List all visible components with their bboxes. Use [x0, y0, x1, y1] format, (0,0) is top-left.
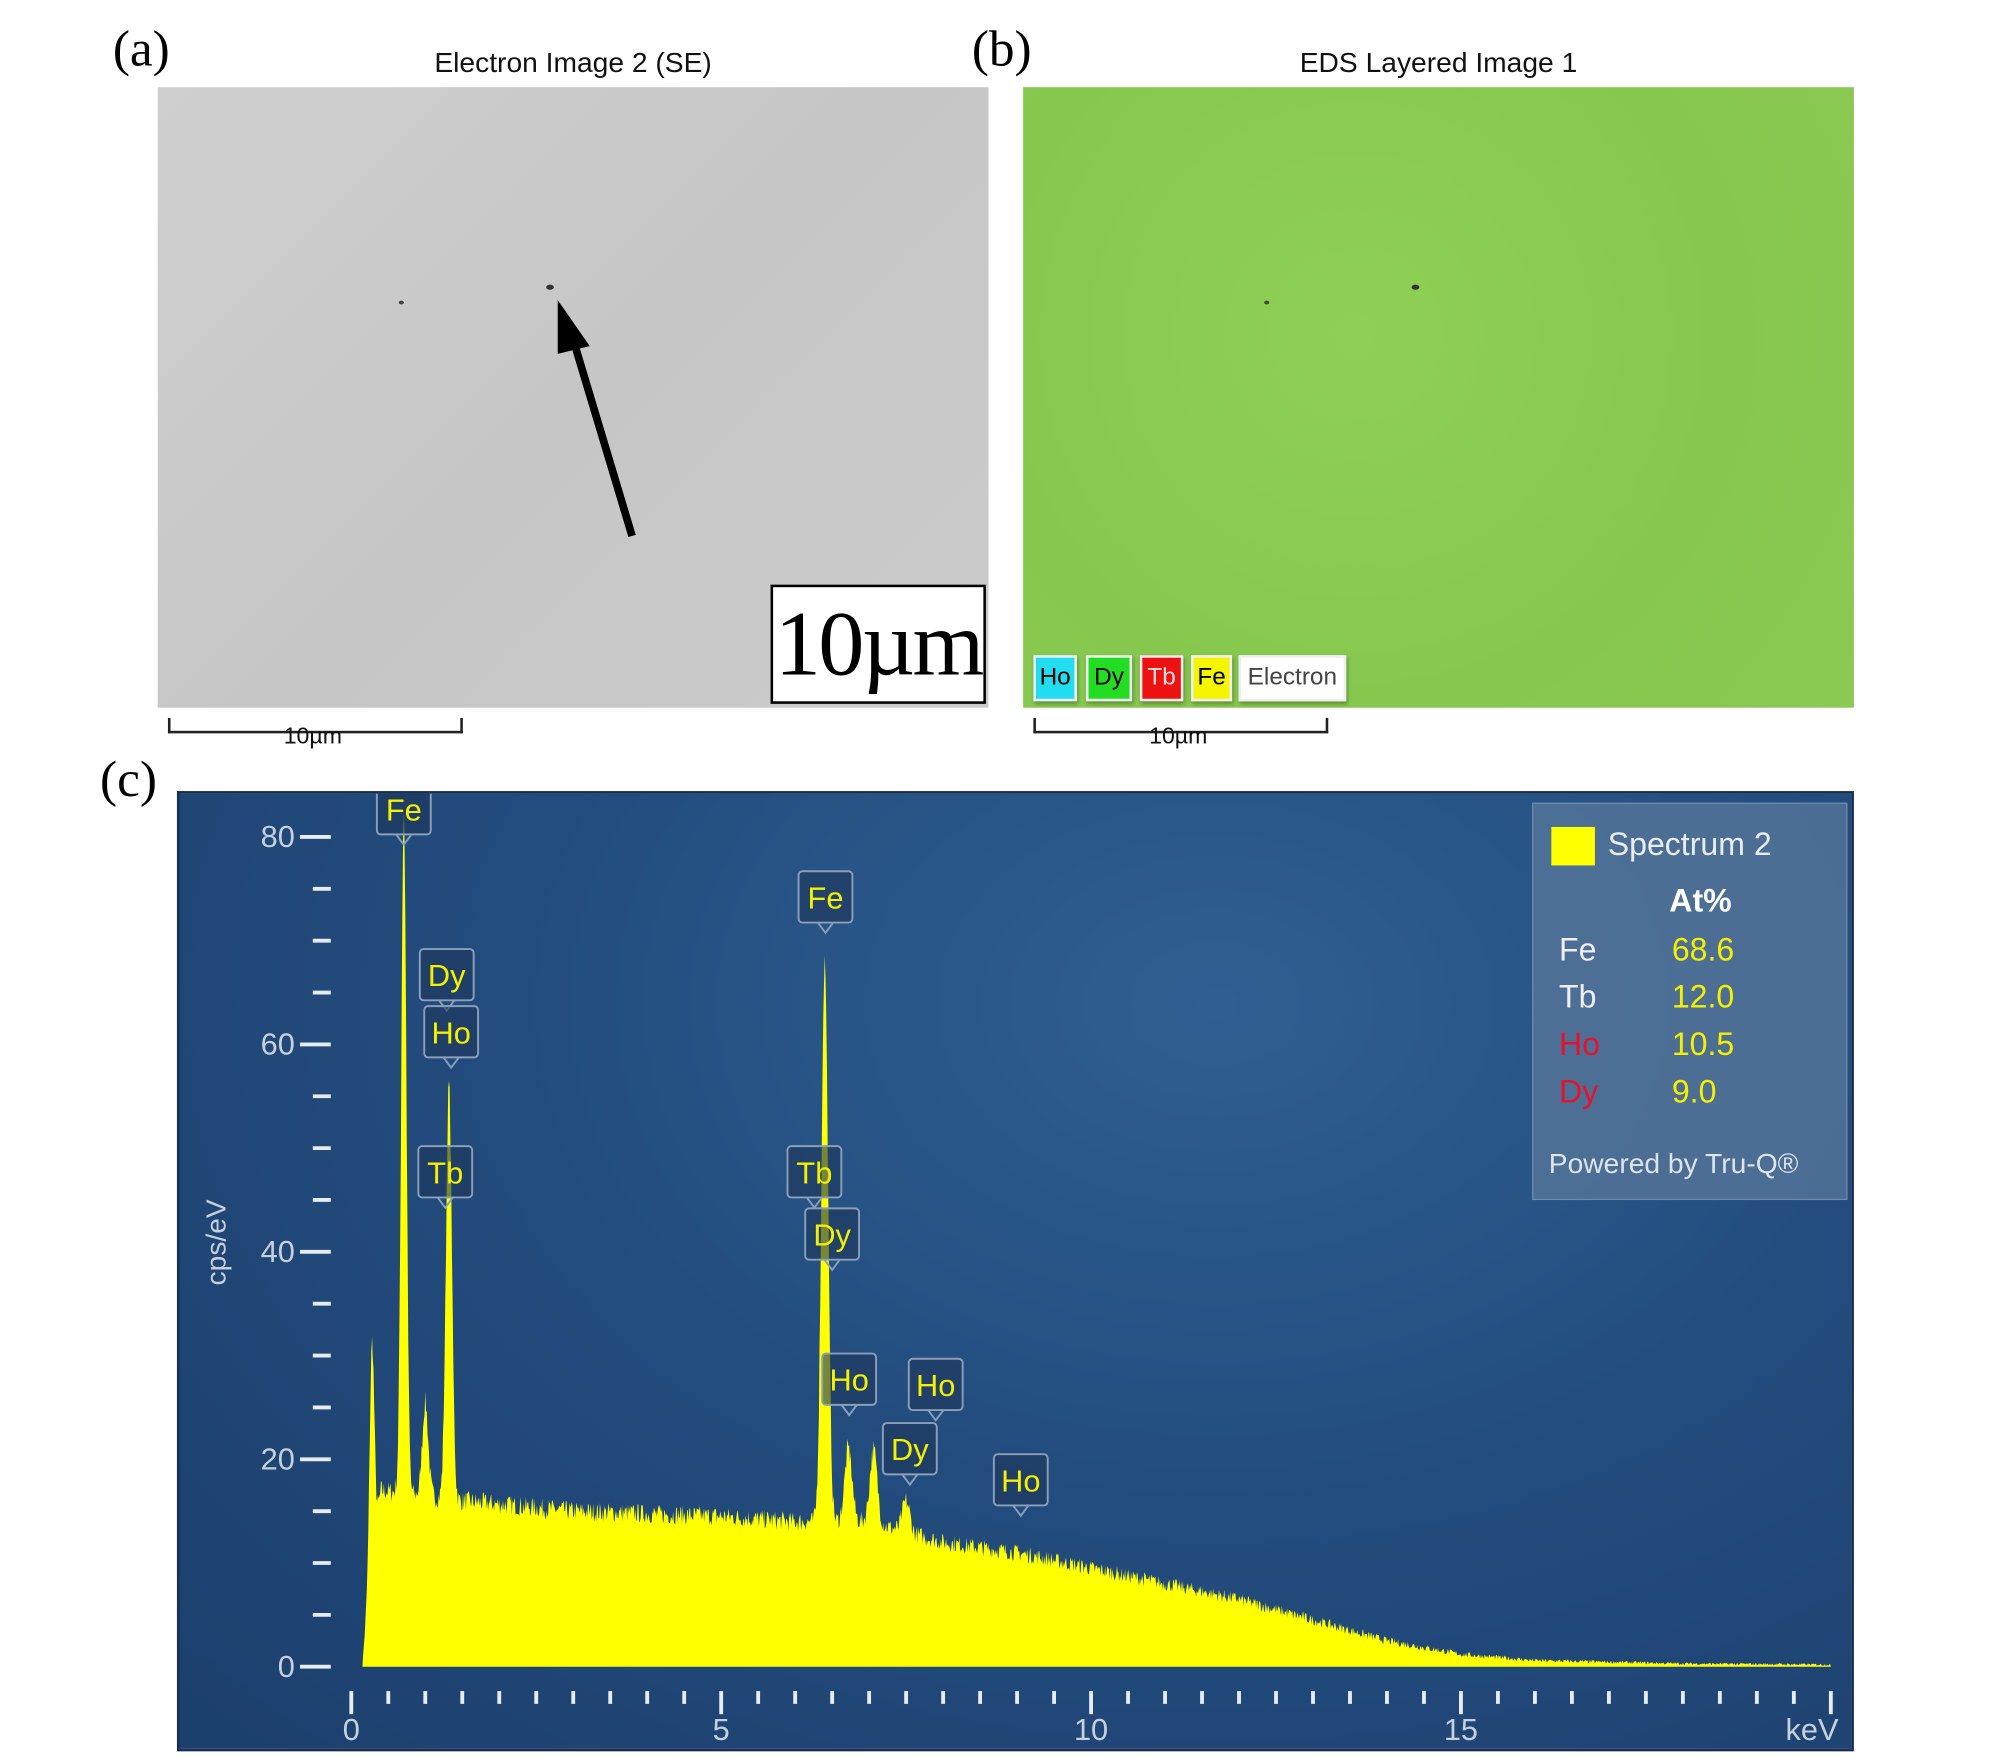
scale-bar-b: [1033, 717, 1329, 734]
peak-label-box: [375, 793, 432, 836]
peak-label: Fe: [808, 880, 844, 915]
peak-label-pointer: [395, 833, 413, 847]
peak-label-pointer: [840, 1404, 858, 1417]
arrow-icon: [557, 300, 590, 354]
panel-c-label: (c): [100, 750, 157, 808]
legend-value: 68.6: [1671, 932, 1735, 968]
pore-mark: [398, 300, 404, 305]
peak-label-box: [423, 1005, 480, 1059]
peak-label-pointer: [817, 921, 834, 935]
legend-element: Dy: [1559, 1074, 1599, 1111]
peak-label: Ho: [431, 1015, 470, 1050]
panel-a-label: (a): [112, 19, 170, 77]
y-tick-label: 20: [261, 1442, 295, 1477]
scale-label-b: 10µm: [1149, 723, 1208, 749]
spectrum-legend: Spectrum 2 At% Fe 68.6 Tb 12.0 Ho 10.5 D…: [1532, 802, 1848, 1201]
legend-series-name: Spectrum 2: [1607, 826, 1772, 863]
peak-label: Ho: [916, 1368, 955, 1403]
peak-label: Dy: [428, 958, 466, 993]
legend-value: 9.0: [1671, 1074, 1717, 1111]
layer-chip-fe[interactable]: Fe: [1191, 655, 1233, 702]
peak-label-box: [786, 1145, 843, 1199]
eds-features: [1264, 284, 1420, 305]
sem-image: 10µm: [157, 87, 989, 708]
peak-label-box: [992, 1453, 1049, 1507]
legend-element: Tb: [1559, 979, 1597, 1016]
panel-b-label: (b): [971, 19, 1032, 77]
eds-layered-image: [1023, 87, 1854, 708]
peak-label-box: [804, 1207, 861, 1261]
spectrum-swatch: [1551, 826, 1595, 866]
layer-chip-ho[interactable]: Ho: [1033, 655, 1077, 702]
pore-mark: [546, 284, 554, 290]
x-tick-label: 15: [1444, 1712, 1478, 1747]
peak-label-box: [418, 948, 475, 1002]
layer-chip-tb[interactable]: Tb: [1139, 655, 1184, 702]
peak-label: Dy: [813, 1218, 851, 1253]
y-axis-label: cps/eV: [200, 1199, 232, 1285]
peak-label-pointer: [901, 1473, 919, 1487]
x-tick-label: 5: [713, 1712, 730, 1747]
legend-footer: Powered by Tru-Q®: [1548, 1147, 1799, 1180]
peak-label: Dy: [891, 1432, 929, 1467]
legend-value: 10.5: [1671, 1026, 1735, 1063]
spectrum-plot: 0 20 40 60 80 cps/eV 0 5 10 15 keV Fe Dy Ho Tb Fe Tb Dy Ho…: [200, 793, 1839, 1747]
peak-label-pointer: [436, 1196, 454, 1210]
peak-label-pointer: [927, 1409, 945, 1422]
peak-label: Ho: [1001, 1463, 1040, 1498]
peak-label-pointer: [1012, 1504, 1030, 1518]
sem-features: [398, 284, 636, 538]
eds-image-title: EDS Layered Image 1: [1299, 46, 1578, 79]
peak-label: Fe: [386, 794, 422, 828]
peak-label: Tb: [796, 1155, 832, 1190]
scale-bar-a: [167, 717, 463, 734]
legend-header: At%: [1669, 883, 1732, 920]
electron-image-title: Electron Image 2 (SE): [434, 46, 712, 79]
legend-element: Ho: [1559, 1026, 1601, 1063]
peak-label-pointer: [805, 1196, 823, 1210]
peak-label-box: [797, 870, 854, 924]
pore-mark: [1411, 284, 1420, 290]
peak-label-box: [417, 1145, 474, 1199]
layer-chip-electron[interactable]: Electron: [1238, 655, 1347, 702]
y-tick-label: 60: [261, 1027, 295, 1062]
eds-spectrum-chart: 0 20 40 60 80 cps/eV 0 5 10 15 keV Fe Dy Ho Tb Fe Tb Dy Ho…: [176, 791, 1854, 1752]
peak-label: Tb: [427, 1155, 463, 1190]
arrow-shaft: [566, 329, 636, 538]
x-tick-label: 10: [1074, 1712, 1108, 1747]
x-axis-label: keV: [1786, 1712, 1839, 1747]
legend-element: Fe: [1559, 932, 1597, 968]
peak-label-box: [907, 1357, 964, 1412]
spectrum-area: [360, 810, 1831, 1667]
inset-scale-label: 10µm: [770, 584, 986, 704]
y-tick-label: 0: [278, 1649, 295, 1684]
pore-mark: [1264, 300, 1270, 305]
peak-label: Ho: [829, 1363, 868, 1398]
y-tick-label: 40: [261, 1234, 295, 1269]
peak-label-pointer: [823, 1259, 841, 1272]
y-tick-label: 80: [261, 819, 295, 854]
peak-label-box: [881, 1422, 938, 1476]
peak-label-box: [821, 1352, 878, 1406]
legend-value: 12.0: [1671, 979, 1735, 1016]
x-tick-label: 0: [343, 1712, 360, 1747]
layer-chip-dy[interactable]: Dy: [1085, 655, 1133, 702]
scale-label-a: 10µm: [283, 723, 342, 749]
peak-label-pointer: [442, 1056, 460, 1070]
